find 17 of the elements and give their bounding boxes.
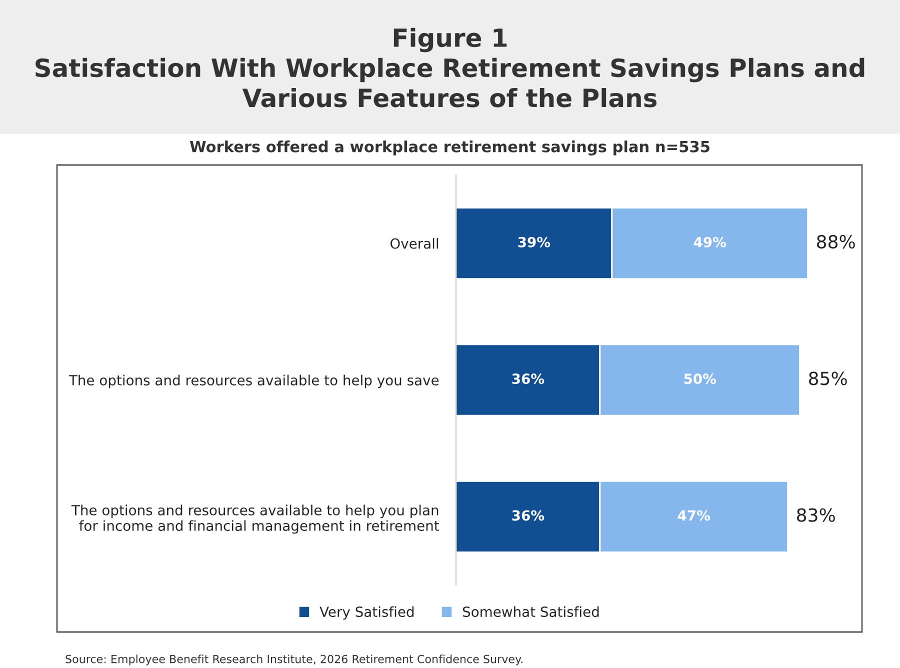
y-tick-label: Overall [390, 238, 438, 249]
chart-title: Figure 1 Satisfaction With Workplace Retirement Savings Plans and Various Features of the Plans [36, 28, 864, 108]
data-label: 47% [678, 510, 710, 521]
total-label: 83% [797, 508, 835, 522]
data-label: 36% [512, 510, 544, 521]
data-label: 36% [512, 374, 544, 384]
total-label: 85% [809, 372, 847, 386]
data-label: 50% [684, 374, 716, 384]
total-label: 88% [817, 234, 855, 249]
data-label: 39% [518, 236, 550, 248]
legend-label: Very Satisfied [320, 606, 414, 620]
data-label: 49% [694, 236, 726, 248]
legend-label: Somewhat Satisfied [462, 606, 599, 618]
source-note: Source: Employee Benefit Research Institute, 2026 Retirement Confidence Survey. [66, 654, 522, 666]
y-tick-label: The options and resources available to help you save [68, 374, 439, 388]
chart-subtitle: Workers offered a workplace retirement savings plan n=535 [190, 140, 710, 156]
y-tick-label: The options and resources available to help you plan for income and financial management in retirement [71, 504, 440, 534]
